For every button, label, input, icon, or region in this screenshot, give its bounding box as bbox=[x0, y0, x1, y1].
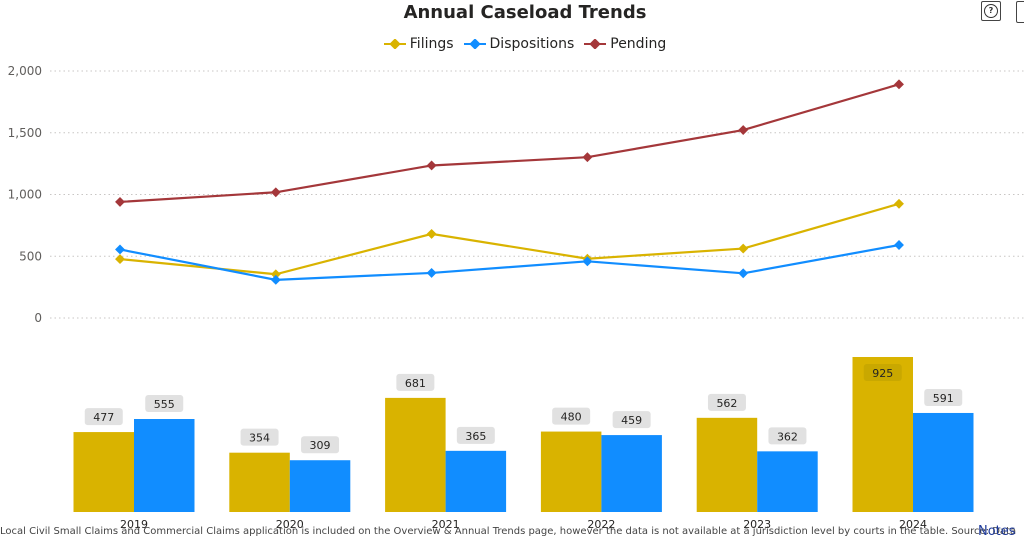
x-category-label: 2023 bbox=[743, 518, 771, 531]
bar-filings[interactable] bbox=[229, 452, 290, 512]
bar-filings[interactable] bbox=[696, 417, 758, 512]
line-point-filings[interactable] bbox=[270, 269, 281, 280]
data-label-background bbox=[863, 364, 902, 381]
legend-marker-filings bbox=[383, 39, 406, 49]
data-label: 362 bbox=[777, 430, 798, 443]
line-point-dispositions[interactable] bbox=[115, 244, 125, 255]
notes-link[interactable]: Notes bbox=[978, 524, 1016, 539]
x-category-label: 2021 bbox=[432, 518, 460, 531]
data-label: 480 bbox=[561, 411, 582, 424]
bar-dispositions[interactable] bbox=[289, 460, 351, 512]
data-label-background bbox=[707, 393, 746, 411]
bar-dispositions[interactable] bbox=[913, 412, 974, 512]
legend[interactable]: Filings Dispositions Pending bbox=[0, 36, 1024, 52]
help-button[interactable]: ? bbox=[981, 1, 1001, 21]
y-tick-label: 500 bbox=[19, 249, 42, 263]
bar-filings[interactable] bbox=[385, 397, 446, 512]
data-label-background bbox=[145, 395, 184, 412]
legend-label-filings: Filings bbox=[409, 36, 454, 52]
x-category-label: 2020 bbox=[276, 518, 304, 531]
data-label: 477 bbox=[93, 411, 114, 424]
bar-dispositions[interactable] bbox=[601, 435, 662, 512]
bar-dispositions[interactable] bbox=[757, 451, 818, 512]
line-point-pending[interactable] bbox=[115, 196, 125, 207]
line-point-filings[interactable] bbox=[426, 228, 437, 239]
line-dispositions bbox=[119, 243, 900, 281]
y-tick-label: 1,000 bbox=[8, 188, 42, 202]
bar-filings[interactable] bbox=[540, 431, 602, 512]
data-label: 555 bbox=[154, 398, 175, 411]
data-label: 309 bbox=[310, 439, 331, 452]
legend-marker-pending bbox=[584, 39, 607, 49]
line-point-dispositions[interactable] bbox=[270, 274, 281, 285]
line-point-filings[interactable] bbox=[738, 243, 749, 254]
data-label: 459 bbox=[621, 414, 642, 427]
legend-label-dispositions: Dispositions bbox=[489, 36, 575, 52]
x-category-label: 2019 bbox=[120, 518, 148, 531]
footnote: Local Civil Small Claims and Commercial … bbox=[0, 526, 1017, 537]
legend-marker-dispositions bbox=[463, 39, 486, 49]
gridlines bbox=[50, 70, 1024, 319]
x-category-label: 2024 bbox=[899, 518, 927, 531]
data-label: 681 bbox=[405, 377, 426, 390]
line-point-pending[interactable] bbox=[270, 187, 281, 198]
data-label: 925 bbox=[872, 367, 893, 380]
data-label: 365 bbox=[465, 430, 486, 443]
line-point-dispositions[interactable] bbox=[894, 240, 904, 250]
line-series bbox=[115, 79, 904, 285]
bar-series bbox=[73, 357, 974, 512]
legend-label-pending: Pending bbox=[610, 36, 667, 52]
bar-dispositions[interactable] bbox=[445, 450, 507, 512]
line-point-pending[interactable] bbox=[894, 79, 904, 90]
line-point-filings[interactable] bbox=[115, 254, 125, 265]
line-filings bbox=[119, 202, 900, 276]
line-point-pending[interactable] bbox=[582, 152, 593, 163]
data-label: 354 bbox=[249, 432, 270, 445]
bar-dispositions[interactable] bbox=[134, 419, 195, 512]
data-label-background bbox=[552, 407, 591, 425]
data-label-background bbox=[396, 373, 435, 391]
line-point-dispositions[interactable] bbox=[738, 268, 749, 279]
x-axis-categories: 2019 2020 2021 2022 2023 2024 bbox=[120, 518, 927, 531]
line-point-filings[interactable] bbox=[894, 198, 904, 209]
bar-data-labels: 477 555 354 309 681 365 480 459 562 362 925 591 bbox=[84, 364, 963, 454]
legend-item-dispositions[interactable]: Dispositions bbox=[463, 36, 575, 52]
help-icon: ? bbox=[984, 4, 998, 18]
line-pending bbox=[119, 83, 900, 204]
data-label-background bbox=[301, 436, 340, 454]
y-tick-label: 0 bbox=[34, 311, 42, 325]
y-tick-label: 2,000 bbox=[8, 64, 42, 78]
data-label-background bbox=[612, 411, 651, 429]
data-label-background bbox=[456, 426, 495, 444]
bar-filings[interactable] bbox=[73, 432, 135, 512]
y-axis-ticks: 0 500 1,000 1,500 2,000 bbox=[8, 64, 42, 325]
bar-filings[interactable] bbox=[852, 357, 914, 512]
legend-item-pending[interactable]: Pending bbox=[584, 36, 666, 52]
data-label-background bbox=[84, 408, 123, 426]
legend-item-filings[interactable]: Filings bbox=[383, 36, 454, 52]
data-label-background bbox=[768, 427, 807, 445]
line-point-pending[interactable] bbox=[426, 160, 437, 171]
data-label-background bbox=[240, 428, 279, 446]
data-label: 591 bbox=[933, 392, 954, 405]
line-point-pending[interactable] bbox=[738, 125, 749, 135]
line-point-dispositions[interactable] bbox=[426, 267, 437, 278]
x-category-label: 2022 bbox=[587, 518, 615, 531]
y-tick-label: 1,500 bbox=[8, 126, 42, 140]
toolbar-button[interactable] bbox=[1016, 1, 1024, 23]
data-label: 562 bbox=[716, 397, 737, 410]
data-label-background bbox=[924, 388, 963, 406]
line-point-dispositions[interactable] bbox=[582, 256, 593, 267]
chart-title: Annual Caseload Trends bbox=[403, 2, 647, 23]
